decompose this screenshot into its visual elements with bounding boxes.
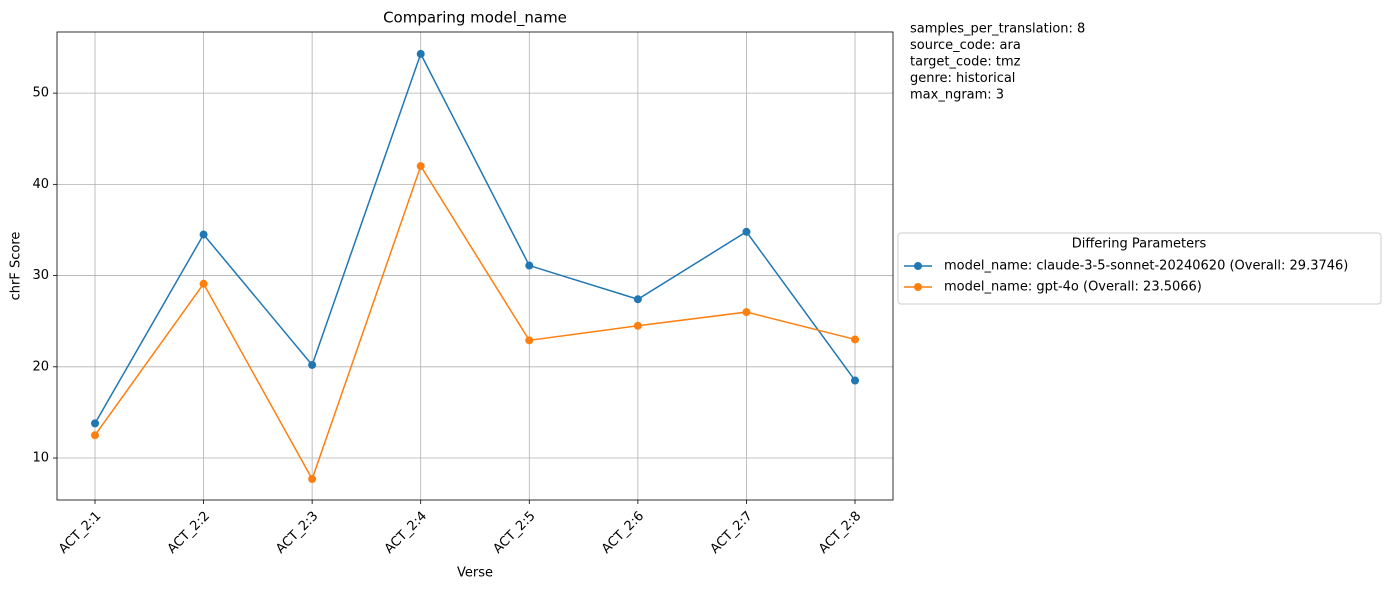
x-tick-label: ACT_2:5 (490, 509, 538, 557)
legend-box (897, 232, 1382, 305)
chart-title: Comparing model_name (383, 9, 567, 28)
annotation: target_code: tmz (910, 55, 1021, 70)
annotation: genre: historical (910, 71, 1015, 86)
point (525, 261, 534, 270)
y-tick-label: 50 (32, 86, 49, 101)
point (416, 49, 425, 58)
y-axis-label: chrF Score (9, 232, 24, 301)
legend-marker (914, 262, 922, 270)
point (199, 279, 208, 288)
point (308, 475, 317, 484)
annotation: max_ngram: 3 (910, 88, 1004, 103)
point (525, 336, 534, 345)
legend-marker (914, 283, 922, 291)
annotation: samples_per_translation: 8 (910, 22, 1085, 37)
point (416, 162, 425, 171)
point (633, 295, 642, 304)
x-tick-label: ACT_2:2 (165, 509, 213, 557)
legend-title: Differing Parameters (1072, 237, 1207, 252)
series-line (94, 164, 856, 481)
x-axis-label: Verse (457, 566, 493, 581)
point (742, 227, 751, 236)
plot-frame (56, 31, 894, 501)
series-line (94, 51, 856, 424)
x-tick-label: ACT_2:6 (599, 509, 647, 557)
point (199, 230, 208, 239)
point (308, 360, 317, 369)
x-tick-label: ACT_2:1 (56, 509, 104, 557)
point (851, 376, 859, 385)
y-tick-label: 40 (32, 177, 49, 192)
point (742, 308, 751, 317)
annotation: source_code: ara (910, 38, 1021, 53)
point (633, 321, 642, 330)
x-tick-label: ACT_2:7 (708, 509, 756, 557)
y-tick-label: 30 (32, 268, 49, 283)
point (91, 431, 99, 440)
legend-label: model_name: gpt-4o (Overall: 23.5066) (944, 280, 1202, 295)
x-tick-label: ACT_2:3 (273, 509, 321, 557)
point (851, 335, 859, 344)
y-tick-label: 20 (32, 359, 49, 374)
y-tick-label: 10 (32, 451, 49, 466)
x-tick-label: ACT_2:4 (382, 509, 430, 557)
x-tick-label: ACT_2:8 (816, 509, 864, 557)
point (91, 419, 99, 428)
legend-label: model_name: claude-3-5-sonnet-20240620 (… (944, 259, 1348, 274)
